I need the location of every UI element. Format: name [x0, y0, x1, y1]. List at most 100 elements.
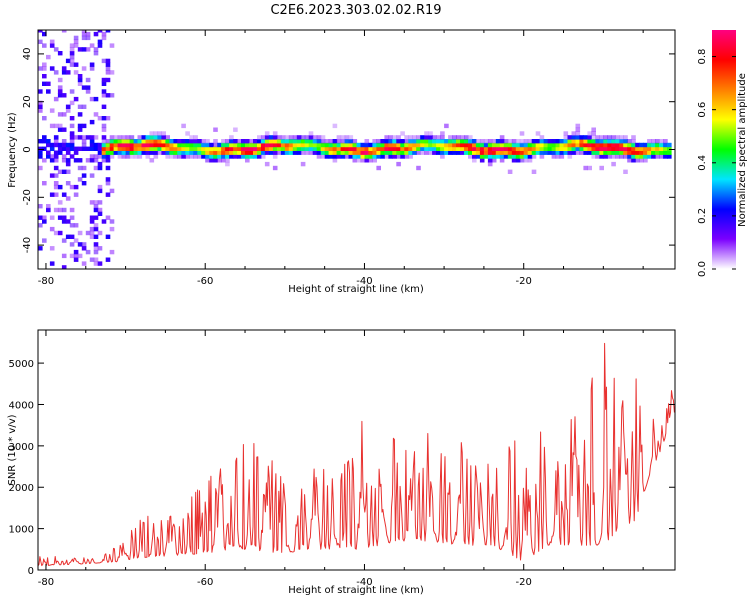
heatmap-cell [38, 139, 43, 144]
heatmap-cell [177, 150, 182, 155]
heatmap-cell [495, 150, 501, 155]
heatmap-cell [165, 150, 170, 155]
heatmap-cell [440, 142, 445, 148]
heatmap-cell [125, 154, 131, 159]
heatmap-cell [499, 142, 505, 148]
heatmap-cell [531, 150, 537, 155]
heatmap-cell [428, 135, 433, 140]
heatmap-cell [272, 142, 278, 148]
heatmap-cell [639, 154, 644, 159]
heatmap-cell [440, 139, 445, 144]
heatmap-cell [264, 146, 270, 151]
heatmap-cell [42, 146, 47, 151]
heatmap-cell [221, 154, 226, 159]
colorbar-tick-label: 0.2 [697, 208, 708, 224]
heatmap-cell [81, 246, 87, 251]
heatmap-cell [65, 58, 71, 64]
heatmap-cell [209, 150, 214, 155]
heatmap-cell [499, 150, 505, 155]
heatmap-cell [97, 161, 103, 167]
heatmap-cell [109, 142, 115, 148]
heatmap-cell [46, 150, 51, 155]
heatmap-cell [312, 139, 318, 144]
heatmap-cell [264, 139, 270, 144]
heatmap-cell [651, 150, 656, 155]
heatmap-cell [185, 139, 190, 144]
heatmap-cell [635, 158, 640, 163]
heatmap-cell [149, 150, 155, 155]
heatmap-cell [444, 139, 449, 144]
heatmap-cell [515, 150, 521, 155]
heatmap-cell [205, 154, 210, 159]
heatmap-cell [89, 146, 95, 151]
heatmap-cell [603, 154, 608, 159]
heatmap-cell [38, 204, 43, 209]
heatmap-cell [595, 146, 600, 151]
heatmap-cell [412, 139, 417, 144]
heatmap-cell [89, 96, 95, 102]
heatmap-cell [42, 181, 47, 186]
heatmap-cell [495, 139, 501, 144]
heatmap-cell [101, 31, 107, 37]
heatmap-cell [101, 81, 107, 86]
heatmap-cell [635, 146, 640, 151]
heatmap-cell [619, 154, 624, 159]
y-tick-label: 40 [22, 48, 33, 61]
heatmap-cell [53, 135, 59, 140]
heatmap-cell [615, 142, 620, 148]
heatmap-cell [69, 47, 75, 52]
heatmap-cell [296, 146, 302, 151]
figure-title: C2E6.2023.303.02.02.R19 [270, 3, 441, 18]
heatmap-cell [336, 142, 342, 148]
heatmap-cell [551, 150, 557, 155]
heatmap-cell [284, 150, 290, 155]
heatmap-cell [81, 142, 87, 148]
heatmap-cell [61, 265, 67, 269]
heatmap-cell [49, 108, 55, 113]
heatmap-cell [344, 154, 350, 159]
heatmap-cell [444, 142, 449, 148]
heatmap-cell [221, 150, 226, 155]
heatmap-cell [543, 150, 549, 155]
heatmap-cell [65, 181, 71, 186]
heatmap-cell [181, 142, 186, 148]
heatmap-cell [559, 142, 565, 148]
heatmap-cell [149, 139, 155, 144]
heatmap-cell [97, 39, 103, 44]
heatmap-cell [647, 146, 652, 151]
heatmap-cell [260, 146, 266, 151]
heatmap-cell [288, 135, 294, 140]
heatmap-cell [113, 150, 119, 155]
heatmap-cell [165, 139, 170, 144]
heatmap-cell [38, 30, 43, 33]
heatmap-cell [105, 181, 111, 186]
heatmap-cell [284, 146, 290, 151]
heatmap-cell [440, 154, 445, 159]
heatmap-cell [189, 139, 194, 144]
heatmap-cell [85, 135, 91, 140]
heatmap-cell [69, 62, 75, 67]
heatmap-cell [253, 146, 258, 151]
heatmap-cell [599, 154, 604, 159]
heatmap-cell [268, 146, 274, 151]
heatmap-cell [503, 154, 509, 159]
heatmap-cell [77, 112, 83, 117]
heatmap-cell [81, 135, 87, 140]
heatmap-cell [659, 146, 664, 151]
heatmap-cell [77, 177, 83, 182]
heatmap-cell [105, 77, 111, 83]
heatmap-cell [539, 142, 545, 148]
heatmap-cell [304, 135, 310, 140]
heatmap-cell [145, 139, 151, 144]
heatmap-cell [332, 150, 338, 155]
heatmap-cell [205, 146, 210, 151]
heatmap-cell [38, 246, 43, 251]
heatmap-cell [615, 139, 620, 144]
heatmap-cell [627, 150, 632, 155]
heatmap-cell [503, 150, 509, 155]
heatmap-cell [507, 139, 513, 144]
heatmap-cell [125, 135, 131, 140]
heatmap-cell [77, 146, 83, 151]
heatmap-cell [340, 154, 346, 159]
heatmap-cell [189, 146, 194, 151]
